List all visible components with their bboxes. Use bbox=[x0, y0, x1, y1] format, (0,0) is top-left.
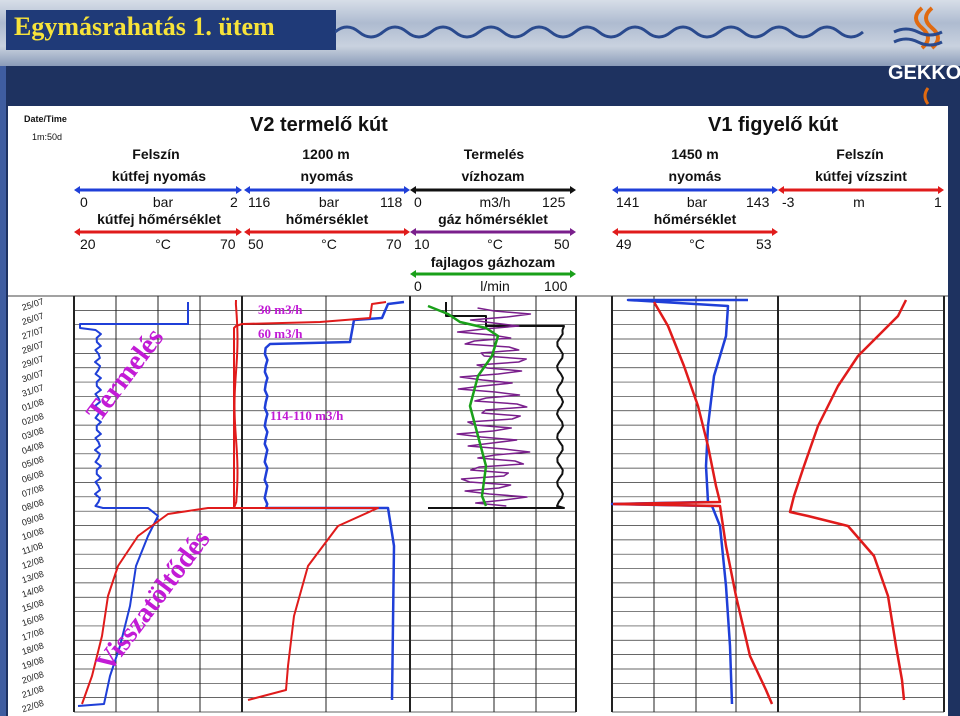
group-v2-depth: 1200 m bbox=[302, 146, 350, 162]
track-name: kútfej vízszint bbox=[815, 168, 907, 184]
scale-unit: bar bbox=[152, 194, 174, 210]
scale-min: 50 bbox=[248, 236, 264, 252]
series-fajlagos-gazhozam bbox=[427, 304, 500, 507]
scale-arrow bbox=[236, 228, 242, 236]
track-name: vízhozam bbox=[461, 168, 525, 184]
v2-title: V2 termelő kút bbox=[250, 114, 388, 136]
scale-min: 10 bbox=[414, 236, 430, 252]
scale-arrow bbox=[404, 186, 410, 194]
scale-max: 118 bbox=[380, 194, 403, 210]
title-box bbox=[6, 10, 336, 50]
series-v1-nyomas bbox=[610, 298, 748, 705]
date-tick-label: 10/08 bbox=[21, 526, 46, 542]
scale-arrow bbox=[772, 228, 778, 236]
scale-arrow bbox=[244, 228, 250, 236]
scale-min: 20 bbox=[80, 236, 96, 252]
scale-arrow bbox=[938, 186, 944, 194]
scale-min: 141 bbox=[616, 194, 640, 210]
series-v2-nyomas bbox=[263, 300, 405, 701]
rate-label-2: 60 m3/h bbox=[258, 326, 303, 341]
v1-title: V1 figyelő kút bbox=[708, 114, 839, 136]
scale-unit: °C bbox=[321, 236, 337, 252]
scale-unit: l/min bbox=[480, 278, 510, 294]
scale-arrow bbox=[410, 228, 416, 236]
group-felszin-left: Felszín bbox=[132, 146, 180, 162]
scale-arrow bbox=[772, 186, 778, 194]
scale-max: 53 bbox=[756, 236, 772, 252]
scale-arrow bbox=[778, 186, 784, 194]
track-name: nyomás bbox=[300, 168, 354, 184]
scale-min: 116 bbox=[248, 194, 271, 210]
scale-max: 100 bbox=[544, 278, 568, 294]
log-chart-panel: Date/Time 1m:50d V2 termelő kút V1 figye… bbox=[8, 106, 948, 716]
track-name: hőmérséklet bbox=[285, 211, 369, 227]
series-vizhozam bbox=[428, 302, 565, 509]
scale-arrow bbox=[74, 186, 80, 194]
series-kutfej-nyomas bbox=[77, 302, 189, 707]
track-name: hőmérséklet bbox=[653, 211, 737, 227]
scale-arrow bbox=[404, 228, 410, 236]
scale-unit: °C bbox=[487, 236, 503, 252]
track-name: nyomás bbox=[668, 168, 722, 184]
scale-arrow bbox=[612, 228, 618, 236]
scale-max: 50 bbox=[554, 236, 570, 252]
scale-min: -3 bbox=[782, 194, 795, 210]
group-v1-depth: 1450 m bbox=[671, 146, 719, 162]
scale-max: 125 bbox=[542, 194, 566, 210]
scale-min: 0 bbox=[414, 278, 422, 294]
track-name: kútfej hőmérséklet bbox=[97, 211, 221, 227]
scale-min: 0 bbox=[80, 194, 88, 210]
scale-arrow bbox=[236, 186, 242, 194]
log-plot: 25/0726/0727/0728/0729/0730/0731/0701/08… bbox=[8, 186, 948, 714]
scale-arrow bbox=[244, 186, 250, 194]
series-gaz-homerseklet bbox=[456, 307, 532, 507]
wave-decoration bbox=[335, 25, 864, 39]
scale-unit: °C bbox=[689, 236, 705, 252]
scale-unit: m3/h bbox=[479, 194, 511, 210]
scale-arrow bbox=[612, 186, 618, 194]
scale-max: 70 bbox=[386, 236, 402, 252]
left-accent-strip bbox=[0, 66, 6, 716]
scale-max: 70 bbox=[220, 236, 236, 252]
scale-max: 2 bbox=[230, 194, 238, 210]
series-kutfej-homerseklet bbox=[81, 299, 239, 705]
rate-label-1: 30 m3/h bbox=[258, 302, 303, 317]
scale-unit: bar bbox=[686, 194, 708, 210]
date-tick-label: 22/08 bbox=[21, 698, 46, 714]
scale-arrow bbox=[410, 270, 416, 278]
group-termeles: Termelés bbox=[463, 146, 525, 162]
scale-max: 1 bbox=[934, 194, 942, 210]
track-name: gáz hőmérséklet bbox=[438, 211, 548, 227]
rate-label-3: 114-110 m3/h bbox=[270, 408, 344, 423]
scale-arrow bbox=[410, 186, 416, 194]
scale-arrow bbox=[570, 270, 576, 278]
scale-arrow bbox=[570, 186, 576, 194]
scale-max: 143 bbox=[746, 194, 770, 210]
group-felszin-right: Felszín bbox=[836, 146, 884, 162]
series-kutfej-vizszint bbox=[788, 299, 908, 701]
scale-min: 49 bbox=[616, 236, 632, 252]
series-v1-homerseklet bbox=[612, 301, 774, 705]
scale-arrow bbox=[74, 228, 80, 236]
track-name: fajlagos gázhozam bbox=[430, 254, 556, 270]
logo-text: GEKKO bbox=[888, 62, 960, 84]
scale-arrow bbox=[570, 228, 576, 236]
track-name: kútfej nyomás bbox=[111, 168, 207, 184]
scale-unit: °C bbox=[155, 236, 171, 252]
scale-min: 0 bbox=[414, 194, 422, 210]
date-scale: 1m:50d bbox=[32, 132, 63, 142]
series-v2-homerseklet bbox=[233, 301, 387, 701]
scale-unit: m bbox=[853, 194, 865, 210]
scale-unit: bar bbox=[318, 194, 340, 210]
gekko-logo-icon bbox=[893, 6, 943, 105]
date-label: Date/Time bbox=[24, 114, 67, 124]
slide-title: Egymásrahatás 1. ütem bbox=[14, 12, 275, 41]
